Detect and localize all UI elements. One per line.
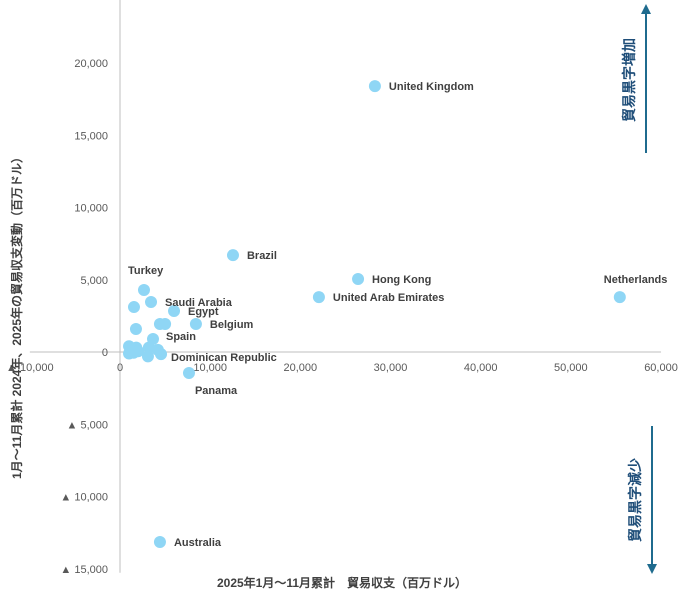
y-tick-label: 5,000 xyxy=(80,275,108,287)
data-point xyxy=(129,323,142,336)
x-tick-label: 60,000 xyxy=(644,362,678,374)
data-point xyxy=(142,341,155,354)
x-tick-label: 20,000 xyxy=(284,362,318,374)
data-point xyxy=(159,317,172,330)
data-point xyxy=(168,304,181,317)
data-point xyxy=(226,249,239,262)
data-label: United Arab Emirates xyxy=(333,292,444,304)
data-point xyxy=(368,80,381,93)
y-tick-label: ▲ 5,000 xyxy=(67,419,108,431)
data-label: Panama xyxy=(195,385,238,397)
y-tick-label: 10,000 xyxy=(74,203,108,215)
y-tick-label: 0 xyxy=(102,347,108,359)
data-label: Spain xyxy=(166,331,196,343)
data-point xyxy=(141,350,154,363)
increase-annotation: 貿易黒字増加 xyxy=(621,38,637,122)
data-label: Saudi Arabia xyxy=(165,297,233,309)
data-label: Hong Kong xyxy=(372,274,431,286)
data-label: Dominican Republic xyxy=(171,352,277,364)
y-axis-title: 1月～11月累計 2024年、2025年の貿易収支変動（百万ドル） xyxy=(9,151,24,479)
x-tick-label: ▲ 10,000 xyxy=(6,362,54,374)
data-point xyxy=(137,284,150,297)
data-point xyxy=(151,343,164,356)
data-label: United Kingdom xyxy=(389,81,474,93)
x-tick-label: 10,000 xyxy=(193,362,227,374)
x-axis-title: 2025年1月～11月累計 貿易収支（百万ドル） xyxy=(217,575,467,590)
increase-arrow xyxy=(641,4,651,153)
x-tick-label: 50,000 xyxy=(554,362,588,374)
data-label: Belgium xyxy=(210,319,254,331)
data-point xyxy=(127,346,140,359)
y-tick-label: 20,000 xyxy=(74,58,108,70)
data-point xyxy=(312,291,325,304)
data-label: Egypt xyxy=(188,306,219,318)
data-point xyxy=(352,273,365,286)
decrease-annotation: 貿易黒字減少 xyxy=(627,458,643,542)
x-tick-label: 40,000 xyxy=(464,362,498,374)
data-point xyxy=(189,317,202,330)
y-tick-label: 15,000 xyxy=(74,130,108,142)
decrease-arrow xyxy=(647,426,657,574)
data-point xyxy=(127,301,140,314)
y-tick-label: ▲ 10,000 xyxy=(60,492,108,504)
data-label: Turkey xyxy=(128,265,164,277)
data-label: Australia xyxy=(174,537,222,549)
x-tick-label: 0 xyxy=(117,362,123,374)
data-point xyxy=(613,291,626,304)
data-label: Brazil xyxy=(247,250,277,262)
x-tick-label: 30,000 xyxy=(374,362,408,374)
y-tick-label: ▲ 15,000 xyxy=(60,564,108,576)
data-point xyxy=(145,296,158,309)
data-point xyxy=(153,536,166,549)
data-label: Netherlands xyxy=(604,274,668,286)
data-point xyxy=(182,366,195,379)
